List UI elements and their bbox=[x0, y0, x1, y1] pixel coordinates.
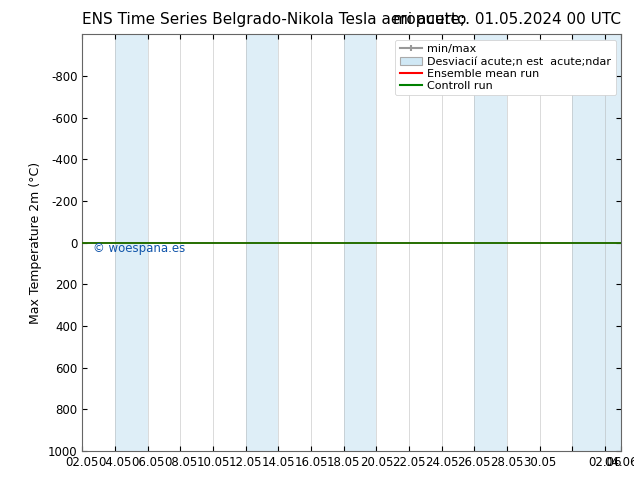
Bar bbox=[474, 34, 507, 451]
Text: mi acute;. 01.05.2024 00 UTC: mi acute;. 01.05.2024 00 UTC bbox=[393, 12, 621, 27]
Bar bbox=[344, 34, 377, 451]
Bar bbox=[573, 34, 621, 451]
Text: ENS Time Series Belgrado-Nikola Tesla aeropuerto: ENS Time Series Belgrado-Nikola Tesla ae… bbox=[82, 12, 467, 27]
Legend: min/max, Desviacií acute;n est  acute;ndar, Ensemble mean run, Controll run: min/max, Desviacií acute;n est acute;nda… bbox=[395, 40, 616, 96]
Bar bbox=[246, 34, 278, 451]
Bar bbox=[115, 34, 148, 451]
Text: © woespana.es: © woespana.es bbox=[93, 242, 186, 255]
Y-axis label: Max Temperature 2m (°C): Max Temperature 2m (°C) bbox=[29, 162, 42, 323]
